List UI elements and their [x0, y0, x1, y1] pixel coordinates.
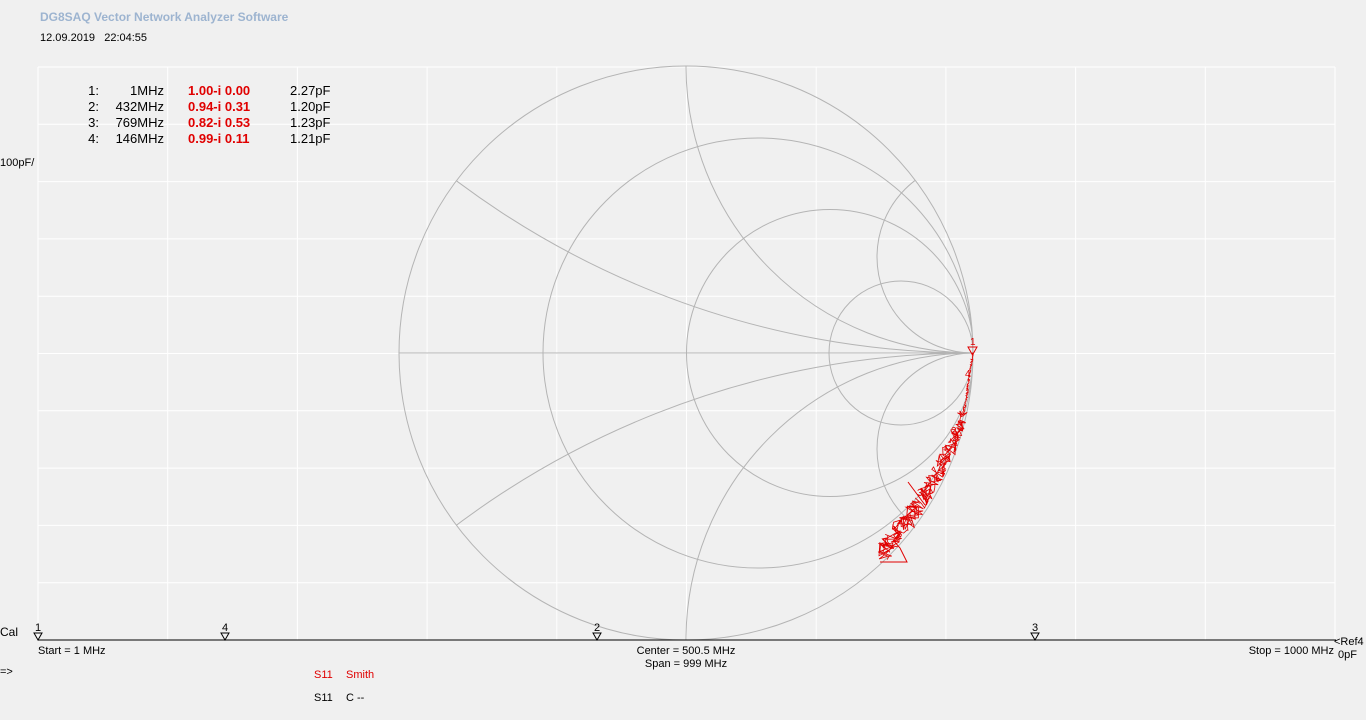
- sweep-marker-label: 2: [594, 622, 600, 634]
- sweep-marker: [592, 632, 602, 642]
- trace-marker-label: 3: [917, 488, 923, 499]
- marker-cell: 4:: [88, 131, 99, 146]
- ref-label: <Ref4: [1334, 636, 1364, 648]
- active-arrow: =>: [0, 666, 13, 678]
- marker-cell: 0.82-i 0.53: [188, 115, 250, 130]
- sweep-markers: 1 4 2 3: [33, 622, 1040, 642]
- marker-cell: 1.21pF: [290, 131, 331, 146]
- scale-label: 100pF/: [0, 157, 35, 169]
- marker-cell: 1.23pF: [290, 115, 331, 130]
- app-title: DG8SAQ Vector Network Analyzer Software: [40, 10, 289, 24]
- timestamp: 12.09.2019 22:04:55: [40, 32, 147, 44]
- smith-x-circle: [876, 352, 973, 546]
- sweep-marker: [220, 632, 230, 642]
- marker-cell: 1.00-i 0.00: [188, 83, 250, 98]
- s11-trace: [877, 352, 974, 560]
- trace-marker-label: 4: [965, 369, 971, 380]
- trace-artifact: [880, 539, 908, 563]
- marker-cell: 432MHz: [116, 99, 164, 114]
- sweep-marker: [33, 632, 43, 642]
- marker-cell: 0.99-i 0.11: [188, 131, 249, 146]
- ref-value: 0pF: [1338, 649, 1357, 661]
- center-freq: Center = 500.5 MHz: [637, 645, 736, 657]
- trace-param[interactable]: S11: [314, 669, 333, 681]
- trace-param[interactable]: S11: [314, 692, 333, 704]
- smith-r-circle: [686, 209, 973, 497]
- sweep-marker-label: 1: [35, 622, 41, 634]
- cal-label: Cal: [0, 625, 18, 639]
- smith-x-circle: [399, 352, 973, 640]
- sweep-marker-label: 3: [1032, 622, 1038, 634]
- marker-cell: 146MHz: [116, 131, 164, 146]
- smith-x-circle: [876, 160, 973, 354]
- marker-cell: 1MHz: [130, 83, 164, 98]
- trace-format[interactable]: Smith: [346, 669, 374, 681]
- marker-cell: 0.94-i 0.31: [188, 99, 250, 114]
- marker-cell: 769MHz: [116, 115, 164, 130]
- marker-cell: 1.20pF: [290, 99, 331, 114]
- start-freq: Start = 1 MHz: [38, 645, 106, 657]
- trace-markers: 1 4 2 3: [917, 337, 978, 499]
- marker-cell: 2:: [88, 99, 99, 114]
- trace-line: [877, 352, 974, 560]
- marker-cell: 2.27pF: [290, 83, 331, 98]
- span: Span = 999 MHz: [645, 658, 727, 670]
- stop-freq: Stop = 1000 MHz: [1249, 645, 1334, 657]
- marker-triangle: [967, 346, 978, 357]
- smith-r-circle: [542, 137, 973, 569]
- trace-format[interactable]: C --: [346, 692, 365, 704]
- marker-cell: 3:: [88, 115, 99, 130]
- trace-marker-label: 1: [970, 337, 976, 348]
- smith-r-circle: [828, 280, 973, 426]
- sweep-marker: [1030, 632, 1040, 642]
- trace-marker-label: 2: [951, 426, 957, 437]
- smith-x-circle: [399, 66, 973, 354]
- marker-table: 1: 1MHz 1.00-i 0.00 2.27pF 2: 432MHz 0.94-i 0.…: [88, 83, 330, 146]
- sweep-marker-label: 4: [222, 622, 228, 634]
- smith-x-circle: [685, 352, 973, 640]
- smith-x-circle: [685, 66, 973, 354]
- marker-cell: 1:: [88, 83, 99, 98]
- trace-artifact: [907, 481, 926, 506]
